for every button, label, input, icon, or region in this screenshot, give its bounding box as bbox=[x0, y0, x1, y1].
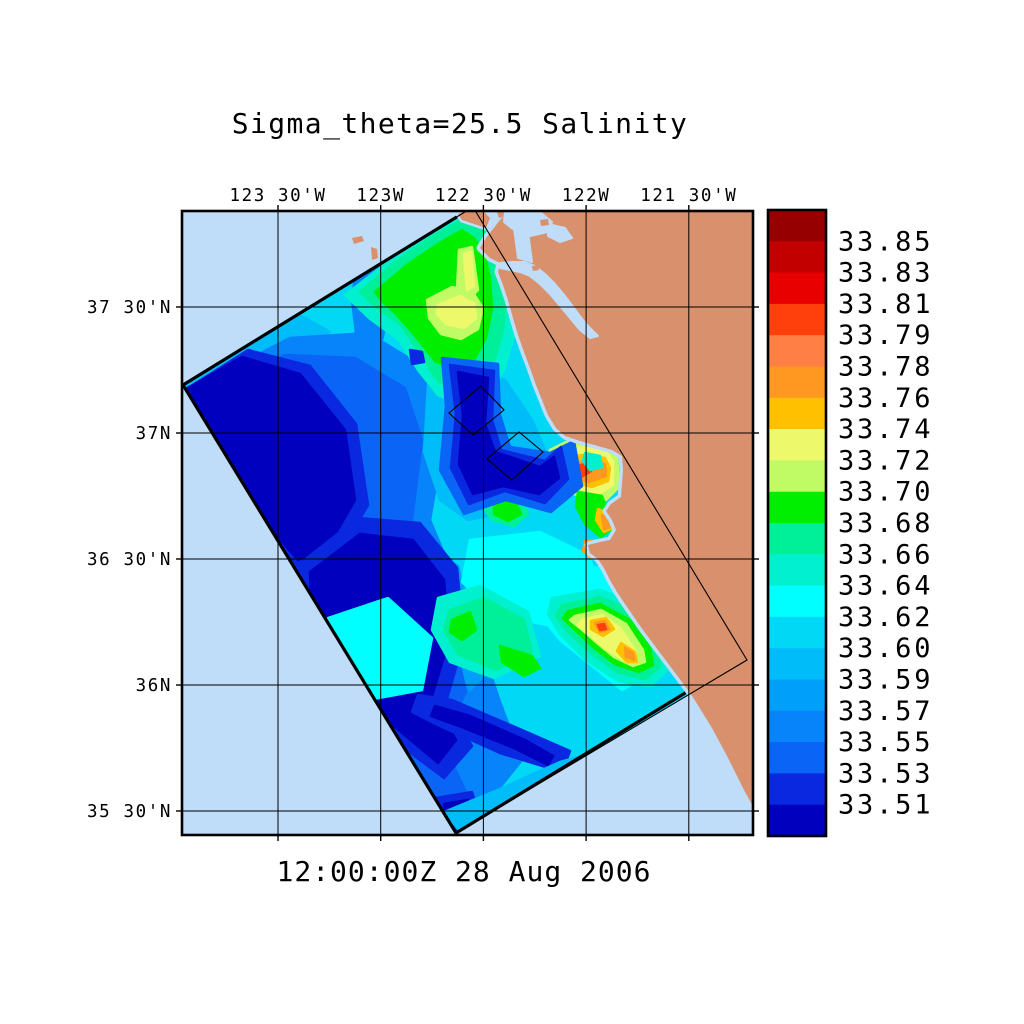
field-blob bbox=[623, 646, 636, 662]
colorbar-label: 33.62 bbox=[838, 602, 933, 633]
colorbar-label: 33.85 bbox=[838, 226, 933, 257]
colorbar-label: 33.72 bbox=[838, 445, 933, 476]
axis-label-longitude: 123W bbox=[356, 186, 405, 206]
domain-outline-thin bbox=[182, 211, 748, 834]
axis-label-latitude: 37N bbox=[136, 424, 172, 444]
field-blob bbox=[448, 610, 478, 642]
axis-label-latitude: 37 30'N bbox=[87, 298, 172, 318]
field-blob bbox=[581, 451, 604, 472]
colorbar-segment bbox=[768, 554, 826, 587]
axis-label-latitude: 35 30'N bbox=[87, 802, 172, 822]
colorbar-segment bbox=[768, 303, 826, 336]
colorbar-segment bbox=[768, 804, 826, 837]
sf-bay-water bbox=[499, 261, 599, 339]
sf-bay-water bbox=[547, 223, 573, 243]
colorbar-label: 33.68 bbox=[838, 508, 933, 539]
island bbox=[352, 236, 364, 244]
field-blob bbox=[429, 704, 555, 767]
colorbar-segment bbox=[768, 773, 826, 806]
field-blob bbox=[408, 348, 426, 366]
colorbar-label: 33.66 bbox=[838, 539, 933, 570]
colorbar-segment bbox=[768, 523, 826, 555]
colorbar-segment bbox=[768, 241, 826, 274]
colorbar bbox=[766, 208, 828, 838]
colorbar-label: 33.79 bbox=[838, 320, 933, 351]
colorbar-label: 33.59 bbox=[838, 665, 933, 696]
colorbar-segment bbox=[768, 742, 826, 774]
axis-label-latitude: 36 30'N bbox=[87, 550, 172, 570]
colorbar-segment bbox=[768, 679, 826, 712]
colorbar-segment bbox=[768, 210, 826, 242]
colorbar-frame bbox=[766, 208, 828, 838]
colorbar-label: 33.83 bbox=[838, 258, 933, 289]
survey-box bbox=[448, 385, 505, 436]
colorbar-label: 33.53 bbox=[838, 758, 933, 789]
field-blob bbox=[498, 644, 542, 678]
colorbar-label: 33.70 bbox=[838, 477, 933, 508]
colorbar-segment bbox=[768, 366, 826, 399]
axis-label-latitude: 36N bbox=[136, 676, 172, 696]
colorbar-segment bbox=[768, 335, 826, 368]
california-land bbox=[480, 211, 753, 807]
colorbar-segment bbox=[768, 648, 826, 681]
colorbar-segment bbox=[768, 616, 826, 649]
colorbar-segment bbox=[768, 397, 826, 430]
field-blob bbox=[435, 294, 478, 330]
axis-label-longitude: 123 30'W bbox=[229, 186, 326, 206]
bay-island bbox=[532, 265, 539, 271]
island bbox=[371, 247, 378, 260]
point-reyes-land bbox=[458, 211, 490, 228]
field-blob bbox=[462, 250, 476, 292]
map-area bbox=[182, 211, 753, 835]
sf-bay-water bbox=[513, 227, 533, 263]
survey-box bbox=[486, 431, 544, 481]
colorbar-label: 33.55 bbox=[838, 727, 933, 758]
colorbar-segment bbox=[768, 460, 826, 493]
figure-timestamp: 12:00:00Z 28 Aug 2006 bbox=[276, 855, 651, 888]
colorbar-label: 33.76 bbox=[838, 383, 933, 414]
colorbar-label: 33.64 bbox=[838, 571, 933, 602]
colorbar-segment bbox=[768, 710, 826, 743]
axis-label-longitude: 122W bbox=[562, 186, 611, 206]
colorbar-segment bbox=[768, 585, 826, 618]
field-blob bbox=[596, 622, 608, 632]
map-frame bbox=[180, 209, 755, 837]
colorbar-segment bbox=[768, 429, 826, 461]
colorbar-label: 33.57 bbox=[838, 696, 933, 727]
bay-island bbox=[540, 219, 549, 226]
colorbar-segment bbox=[768, 491, 826, 524]
axis-label-longitude: 122 30'W bbox=[435, 186, 532, 206]
colorbar-label: 33.81 bbox=[838, 289, 933, 320]
colorbar-segment bbox=[768, 272, 826, 305]
colorbar-label: 33.60 bbox=[838, 633, 933, 664]
colorbar-label: 33.78 bbox=[838, 352, 933, 383]
colorbar-label: 33.51 bbox=[838, 790, 933, 821]
figure-title: Sigma_theta=25.5 Salinity bbox=[232, 107, 688, 141]
axis-label-longitude: 121 30'W bbox=[640, 186, 737, 206]
colorbar-label: 33.74 bbox=[838, 414, 933, 445]
